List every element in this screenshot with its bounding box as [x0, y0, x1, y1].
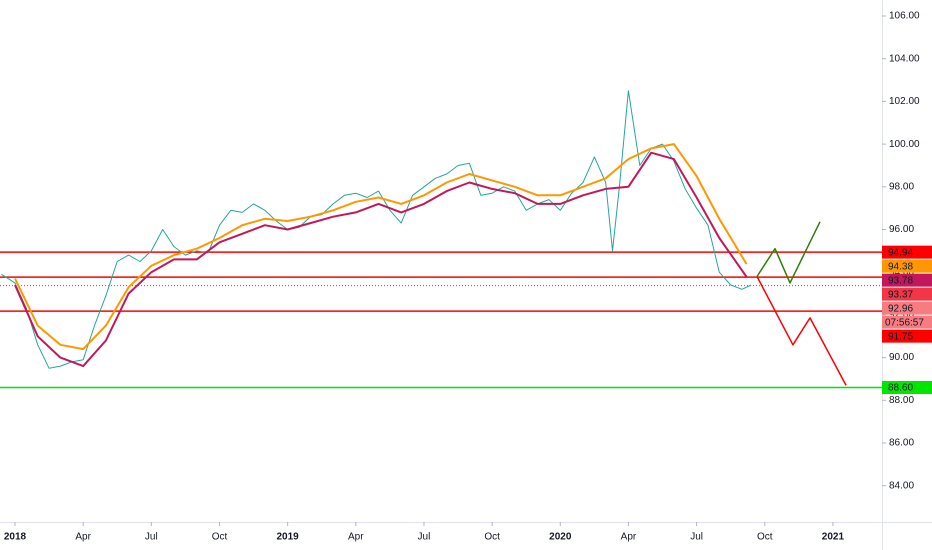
- y-tick-label: 90.00: [889, 352, 914, 363]
- y-tick-label: 92.00: [889, 310, 914, 321]
- price-label-box: [882, 301, 932, 315]
- y-tick-label: 88.00: [889, 395, 914, 406]
- countdown-box: [882, 315, 932, 329]
- x-tick-label: Apr: [348, 532, 364, 543]
- price-label-box: [882, 245, 932, 259]
- series-line: [756, 221, 821, 284]
- x-tick-label: Jul: [690, 532, 703, 543]
- price-label: 94.94: [888, 247, 913, 258]
- y-tick-label: 96.00: [889, 224, 914, 235]
- x-tick-label: 2018: [4, 532, 27, 543]
- price-label-box: [882, 380, 932, 394]
- y-tick-label: 86.00: [889, 438, 914, 449]
- price-label-box: [882, 329, 932, 343]
- countdown: 07:56:57: [885, 317, 924, 328]
- series-line: [756, 276, 847, 386]
- price-label-box: [882, 273, 932, 287]
- series-line: [14, 143, 748, 351]
- price-label: 94.38: [888, 261, 913, 272]
- price-label: 93.78: [888, 275, 913, 286]
- x-tick-label: Apr: [621, 532, 637, 543]
- series-line: [1, 90, 752, 369]
- y-tick-label: 104.00: [889, 53, 920, 64]
- y-tick-label: 84.00: [889, 480, 914, 491]
- x-tick-label: Jul: [145, 532, 158, 543]
- x-tick-label: Oct: [757, 532, 773, 543]
- x-tick-label: Jul: [418, 532, 431, 543]
- y-tick-label: 100.00: [889, 139, 920, 150]
- price-label-box: [882, 259, 932, 273]
- price-label: 93.37: [888, 289, 913, 300]
- series-line: [14, 151, 748, 368]
- y-tick-label: 106.00: [889, 11, 920, 22]
- x-tick-label: Apr: [75, 532, 91, 543]
- x-tick-label: 2020: [549, 532, 572, 543]
- y-tick-label: 102.00: [889, 96, 920, 107]
- y-tick-label: 98.00: [889, 181, 914, 192]
- price-label-box: [882, 287, 932, 301]
- price-label: 88.60: [888, 383, 913, 394]
- x-tick-label: Oct: [212, 532, 228, 543]
- price-label: 92.96: [888, 303, 913, 314]
- price-label: 91.75: [888, 331, 913, 342]
- x-tick-label: 2019: [277, 532, 300, 543]
- x-tick-label: 2021: [822, 532, 845, 543]
- x-tick-label: Oct: [484, 532, 500, 543]
